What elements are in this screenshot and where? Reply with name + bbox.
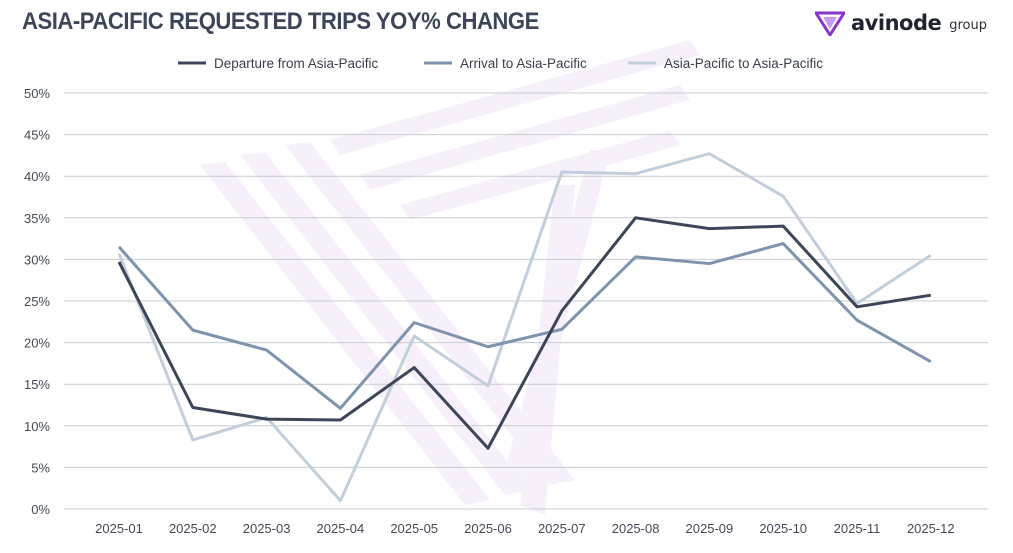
- x-tick-label: 2025-02: [169, 521, 217, 536]
- watermark-stripe: [285, 142, 575, 485]
- y-tick-label: 45%: [24, 128, 50, 143]
- y-tick-label: 0%: [31, 502, 50, 517]
- chart-title: ASIA-PACIFIC REQUESTED TRIPS YOY% CHANGE: [22, 8, 539, 35]
- y-tick-label: 10%: [24, 419, 50, 434]
- x-tick-label: 2025-08: [612, 521, 660, 536]
- legend: Departure from Asia-Pacific Arrival to As…: [178, 56, 823, 71]
- watermark-stripe: [360, 85, 690, 190]
- watermark-stripe: [240, 152, 530, 495]
- y-tick-label: 15%: [24, 377, 50, 392]
- y-tick-label: 25%: [24, 294, 50, 309]
- y-tick-label: 50%: [24, 86, 50, 101]
- series-line: [117, 216, 932, 450]
- legend-label: Arrival to Asia-Pacific: [460, 56, 587, 71]
- series-group: [117, 152, 932, 503]
- legend-label: Asia-Pacific to Asia-Pacific: [664, 56, 823, 71]
- watermark-stripe: [520, 185, 575, 515]
- x-tick-label: 2025-01: [95, 521, 143, 536]
- y-tick-label: 40%: [24, 169, 50, 184]
- y-tick-label: 5%: [31, 460, 50, 475]
- x-tick-label: 2025-07: [538, 521, 586, 536]
- brand-logo: avinode group: [815, 10, 987, 36]
- watermark-stripe: [505, 150, 610, 480]
- x-tick-label: 2025-09: [686, 521, 734, 536]
- gridlines: [64, 92, 988, 510]
- watermark-stripe: [330, 40, 700, 155]
- y-axis: 0% 5% 10% 15% 20% 25% 30% 35% 40% 45% 50%: [24, 86, 50, 517]
- avinode-logo-icon: [815, 11, 846, 36]
- brand-name: avinode: [851, 11, 942, 35]
- x-axis: 2025-01 2025-02 2025-03 2025-04 2025-05 2025-…: [95, 521, 955, 536]
- x-tick-label: 2025-10: [759, 521, 807, 536]
- legend-label: Departure from Asia-Pacific: [214, 56, 379, 71]
- x-tick-label: 2025-04: [317, 521, 365, 536]
- x-tick-label: 2025-11: [834, 521, 881, 536]
- x-tick-label: 2025-06: [464, 521, 512, 536]
- watermark-stripe: [400, 130, 680, 220]
- y-tick-label: 20%: [24, 336, 50, 351]
- watermark-logo: [200, 40, 700, 515]
- y-tick-label: 35%: [24, 211, 50, 226]
- series-line: [117, 152, 932, 503]
- x-tick-label: 2025-05: [390, 521, 438, 536]
- brand-suffix: group: [949, 17, 987, 33]
- x-tick-label: 2025-12: [907, 521, 955, 536]
- y-tick-label: 30%: [24, 252, 50, 267]
- series-line: [117, 242, 932, 410]
- watermark-stripe: [200, 162, 490, 505]
- x-tick-label: 2025-03: [243, 521, 291, 536]
